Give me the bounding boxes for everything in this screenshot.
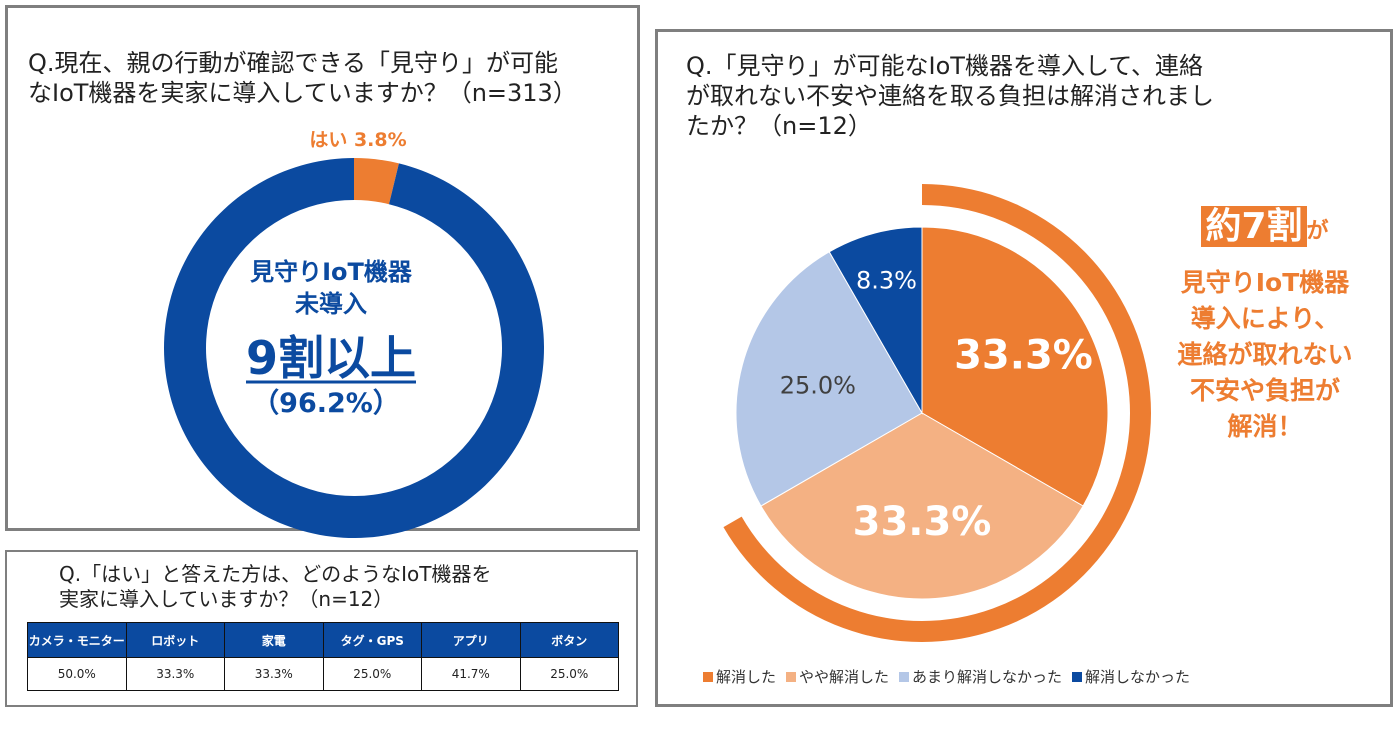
pie-chart: 33.3% 33.3% 25.0% 8.3% xyxy=(723,184,1151,642)
legend-label-0: 解消した xyxy=(716,668,777,686)
column-header-2: 家電 xyxy=(224,622,324,658)
column-header-1: ロボット xyxy=(125,622,225,658)
legend-item-1: やや解消した xyxy=(786,666,889,687)
table-cell-5: 25.0% xyxy=(519,657,619,691)
legend-label-2: あまり解消しなかった xyxy=(912,668,1063,686)
chart-legend: 解消した やや解消した あまり解消しなかった 解消しなかった xyxy=(703,666,1190,687)
legend-label-3: 解消しなかった xyxy=(1085,668,1191,686)
legend-swatch-1 xyxy=(786,671,797,682)
legend-item-2: あまり解消しなかった xyxy=(899,666,1062,687)
question-title-devices: Q.「はい」と答えた方は、どのようなIoT機器を 実家に導入していますか？（n=… xyxy=(59,562,492,611)
pie-slice-2 xyxy=(735,251,923,507)
table-cell-4: 41.7% xyxy=(421,657,521,691)
center-label-line2: 未導入 xyxy=(295,290,367,318)
question-title-resolution: Q.「見守り」が可能なIoT機器を導入して、連絡 が取れない不安や連絡を取る負担… xyxy=(686,52,1214,140)
question-title-installation: Q.現在、親の行動が確認できる「見守り」が可能 なIoT機器を実家に導入していま… xyxy=(28,49,577,107)
legend-swatch-0 xyxy=(703,671,713,682)
legend-swatch-2 xyxy=(899,671,910,682)
pie-slice-1 xyxy=(760,412,1084,600)
data-label-0: 33.3% xyxy=(954,332,1093,378)
table-cell-2: 33.3% xyxy=(224,657,324,691)
center-label-big: 9割以上 xyxy=(246,331,416,385)
data-label-2: 25.0% xyxy=(780,371,856,399)
table-cell-0: 50.0% xyxy=(27,657,127,691)
donut-slice-yes xyxy=(354,158,399,205)
column-header-4: アプリ xyxy=(421,622,521,658)
legend-item-3: 解消しなかった xyxy=(1072,666,1190,687)
table-row: 50.0% 33.3% 33.3% 25.0% 41.7% 25.0% xyxy=(27,657,619,691)
panel-installation-donut: Q.現在、親の行動が確認できる「見守り」が可能 なIoT機器を実家に導入していま… xyxy=(5,5,640,538)
data-label-3: 8.3% xyxy=(856,266,917,294)
table-cell-1: 33.3% xyxy=(125,657,225,691)
panel-device-table: Q.「はい」と答えた方は、どのようなIoT機器を 実家に導入していますか？（n=… xyxy=(5,550,638,707)
column-header-3: タグ・GPS xyxy=(322,622,422,658)
legend-item-0: 解消した xyxy=(703,666,776,687)
data-label-1: 33.3% xyxy=(853,499,992,545)
callout-message: 見守りIoT機器 導入により、 連絡が取れない 不安や負担が 解消！ xyxy=(1177,268,1353,441)
callout-text: 約7割が 見守りIoT機器 導入により、 連絡が取れない 不安や負担が 解消！ xyxy=(1150,202,1380,445)
pie-slice-3 xyxy=(828,226,923,415)
device-usage-table: カメラ・モニター ロボット 家電 タグ・GPS アプリ ボタン 50.0% 33.3% 33.… xyxy=(27,622,619,691)
center-label-percent: （96.2%） xyxy=(252,388,400,419)
table-cell-3: 25.0% xyxy=(322,657,422,691)
panel-resolution-pie: Q.「見守り」が可能なIoT機器を導入して、連絡 が取れない不安や連絡を取る負担… xyxy=(655,29,1393,707)
column-header-5: ボタン xyxy=(519,622,619,658)
pie-slice-0 xyxy=(921,226,1109,507)
legend-label-1: やや解消した xyxy=(799,668,890,686)
column-header-0: カメラ・モニター xyxy=(27,622,127,658)
table-header-row: カメラ・モニター ロボット 家電 タグ・GPS アプリ ボタン xyxy=(27,622,619,658)
callout-particle: が xyxy=(1306,219,1329,244)
center-label-line1: 見守りIoT機器 xyxy=(250,258,413,286)
callout-highlight: 約7割 xyxy=(1201,206,1307,247)
donut-chart: はい 3.8% 見守りIoT機器 未導入 9割以上 （96.2%） xyxy=(164,129,545,538)
legend-swatch-3 xyxy=(1072,671,1083,682)
data-label-yes: はい 3.8% xyxy=(309,129,406,151)
